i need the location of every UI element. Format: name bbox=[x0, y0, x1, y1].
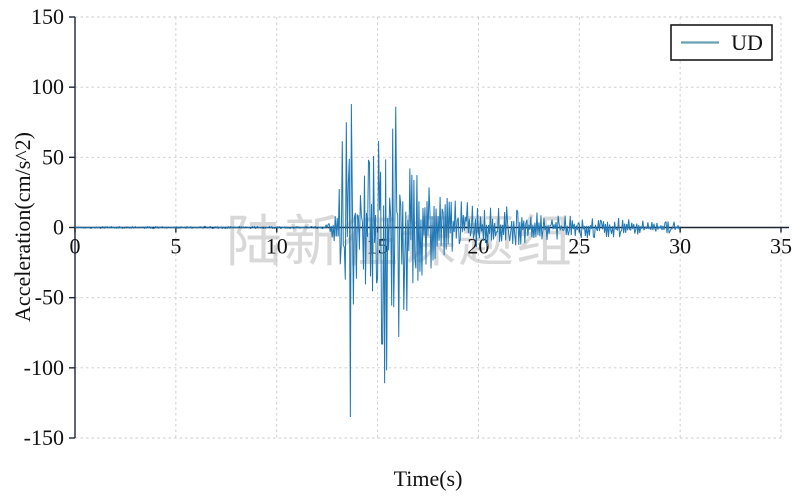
x-axis-label: Time(s) bbox=[394, 466, 463, 491]
y-tick-label: 0 bbox=[53, 215, 64, 240]
y-axis-label: Acceleration(cm/s^2) bbox=[10, 132, 35, 322]
y-tick-label: 100 bbox=[31, 74, 64, 99]
x-tick-label: 35 bbox=[770, 234, 792, 259]
legend: UD bbox=[670, 24, 773, 61]
y-tick-label: -150 bbox=[24, 425, 64, 450]
x-tick-label: 5 bbox=[170, 234, 181, 259]
x-tick-label: 25 bbox=[568, 234, 590, 259]
x-tick-label: 0 bbox=[70, 234, 81, 259]
y-tick-label: -100 bbox=[24, 355, 64, 380]
y-tick-label: 150 bbox=[31, 4, 64, 29]
x-tick-label: 30 bbox=[669, 234, 691, 259]
x-tick-label: 10 bbox=[266, 234, 288, 259]
y-tick-label: 50 bbox=[42, 144, 64, 169]
legend-label: UD bbox=[731, 30, 763, 55]
y-tick-label: -50 bbox=[35, 285, 64, 310]
ud-waveform-path bbox=[74, 104, 681, 417]
